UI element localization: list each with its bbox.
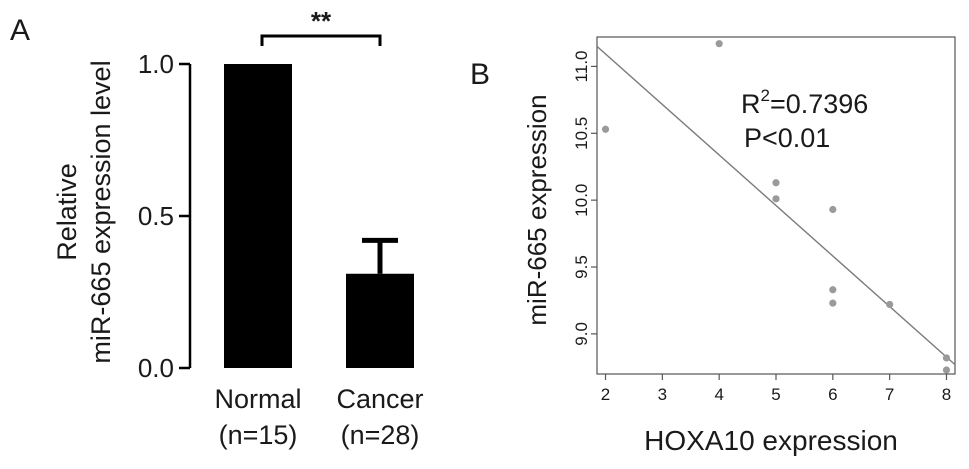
panel-b-x-ticks: 2 3 4 5 6 7 8 (601, 374, 951, 404)
scatter-point (772, 195, 780, 203)
panel-a-letter: A (10, 14, 30, 47)
bar-cancer (346, 273, 414, 368)
y-tick-label: 10.5 (572, 117, 591, 150)
category-label: Normal (214, 384, 301, 414)
panel-b-points (601, 40, 951, 374)
significance-label: ** (311, 6, 332, 36)
scatter-point (601, 125, 610, 133)
x-tick-label: 3 (658, 385, 667, 404)
svg-text:R2=0.7396: R2=0.7396 (741, 86, 868, 119)
panel-b-letter: B (470, 58, 490, 91)
x-tick-label: 5 (771, 385, 780, 404)
scatter-point (829, 299, 837, 307)
panel-a-ylabel-line1: Relative (52, 163, 82, 261)
x-tick-label: 8 (942, 385, 951, 404)
x-tick-label: 4 (714, 385, 723, 404)
y-tick-label: 0.5 (138, 201, 174, 231)
panel-b-xlabel: HOXA10 expression (644, 425, 898, 456)
panel-a-ylabel-line2: miR-665 expression level (86, 60, 116, 363)
y-tick-label: 0.0 (138, 353, 174, 383)
bar-normal (224, 64, 292, 368)
bracket-line (260, 34, 382, 46)
r2-superscript: 2 (761, 86, 770, 105)
panel-a-y-ticks: 0.0 0.5 1.0 (138, 49, 190, 383)
y-tick-label: 9.0 (572, 322, 591, 346)
panel-a-bars (224, 64, 414, 368)
regression-line (596, 45, 956, 366)
scatter-point (829, 286, 837, 294)
panel-a-category-labels: Normal (n=15) Cancer (n=28) (214, 384, 423, 450)
panel-b-y-ticks: 9.0 9.5 10.0 10.5 11.0 (572, 51, 597, 346)
panel-a-ylabel: Relative miR-665 expression level (52, 60, 116, 363)
panel-b-ylabel: miR-665 expression (522, 94, 552, 325)
x-tick-label: 6 (828, 385, 837, 404)
significance-bracket: ** (260, 6, 382, 46)
r2-value: =0.7396 (770, 89, 868, 119)
y-tick-label: 10.0 (572, 184, 591, 217)
scatter-point (829, 205, 837, 214)
scatter-point (772, 179, 780, 187)
r2-base: R (741, 89, 761, 119)
y-tick-label: 1.0 (138, 49, 174, 79)
scatter-point (942, 366, 951, 374)
y-tick-label: 11.0 (572, 51, 591, 83)
x-tick-label: 7 (885, 385, 894, 404)
category-sublabel: (n=15) (219, 420, 298, 450)
category-label: Cancer (336, 384, 423, 414)
scatter-point (942, 354, 951, 362)
category-sublabel: (n=28) (341, 420, 420, 450)
y-tick-label: 9.5 (572, 255, 591, 279)
scatter-point (715, 40, 723, 48)
x-tick-label: 2 (601, 385, 610, 404)
p-value-annotation: P<0.01 (744, 123, 830, 153)
r-squared-annotation: R2=0.7396 (741, 86, 868, 119)
scatter-point (886, 300, 894, 309)
